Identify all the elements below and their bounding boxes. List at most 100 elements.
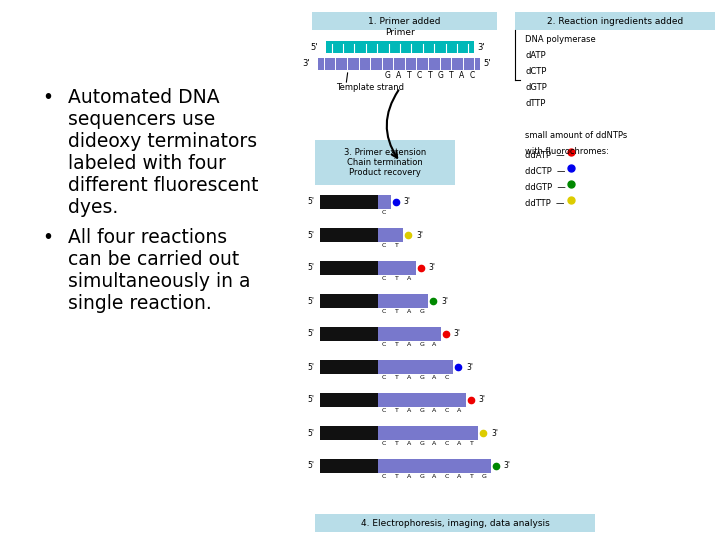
Text: 5': 5' (307, 395, 314, 404)
Text: T: T (449, 71, 454, 80)
Bar (318, 58, 480, 70)
Bar (320, 294, 378, 308)
Text: A: A (407, 441, 411, 446)
Text: •: • (42, 228, 53, 247)
Text: 5': 5' (310, 43, 318, 51)
Text: C: C (444, 474, 449, 479)
Text: simultaneously in a: simultaneously in a (68, 272, 251, 291)
Text: 5': 5' (307, 264, 314, 273)
Text: 4. Electrophoresis, imaging, data analysis: 4. Electrophoresis, imaging, data analys… (361, 518, 549, 528)
Text: A: A (407, 309, 411, 314)
Text: 3': 3' (428, 264, 436, 273)
Text: C: C (444, 408, 449, 413)
Text: 5': 5' (307, 462, 314, 470)
Text: G: G (419, 375, 424, 380)
Bar (320, 327, 378, 341)
Text: 3': 3' (454, 329, 461, 339)
Text: dCTP: dCTP (525, 67, 546, 76)
Text: dyes.: dyes. (68, 198, 118, 217)
Text: T: T (470, 441, 474, 446)
Text: C: C (382, 375, 387, 380)
Text: 3': 3' (302, 59, 310, 69)
Text: DNA polymerase: DNA polymerase (525, 35, 595, 44)
Text: A: A (457, 474, 462, 479)
Text: G: G (419, 441, 424, 446)
Text: 1. Primer added: 1. Primer added (368, 17, 441, 25)
Text: 5': 5' (307, 296, 314, 306)
Text: All four reactions: All four reactions (68, 228, 227, 247)
Text: 5': 5' (307, 329, 314, 339)
Text: A: A (432, 342, 436, 347)
Text: G: G (385, 71, 391, 80)
Bar (378, 261, 415, 275)
Text: G: G (419, 408, 424, 413)
Text: A: A (407, 375, 411, 380)
Text: A: A (432, 474, 436, 479)
Text: 5': 5' (307, 198, 314, 206)
Text: with fluorochromes:: with fluorochromes: (525, 147, 609, 156)
Text: labeled with four: labeled with four (68, 154, 226, 173)
Text: T: T (407, 71, 411, 80)
Bar (320, 426, 378, 440)
Text: Primer: Primer (385, 28, 415, 37)
Text: dTTP: dTTP (525, 99, 545, 108)
Bar (378, 195, 390, 209)
Bar (378, 228, 403, 242)
Text: A: A (457, 408, 462, 413)
Text: different fluorescent: different fluorescent (68, 176, 258, 195)
Bar (320, 261, 378, 275)
Text: T: T (395, 441, 399, 446)
Text: C: C (382, 210, 387, 215)
Bar (326, 41, 474, 53)
Text: T: T (395, 276, 399, 281)
Text: dATP: dATP (525, 51, 546, 60)
Text: C: C (382, 243, 387, 248)
Text: G: G (438, 71, 444, 80)
Text: C: C (444, 375, 449, 380)
Text: dideoxy terminators: dideoxy terminators (68, 132, 257, 151)
Text: Template strand: Template strand (336, 83, 404, 92)
Bar (320, 459, 378, 473)
Text: T: T (395, 375, 399, 380)
Text: C: C (444, 441, 449, 446)
Bar (320, 360, 378, 374)
Text: G: G (419, 309, 424, 314)
Text: single reaction.: single reaction. (68, 294, 212, 313)
Bar (315, 140, 455, 185)
Text: sequencers use: sequencers use (68, 110, 215, 129)
Text: 3. Primer extension
Chain termination
Product recovery: 3. Primer extension Chain termination Pr… (344, 147, 426, 178)
Text: T: T (428, 71, 432, 80)
Text: A: A (407, 276, 411, 281)
Text: 3': 3' (466, 362, 473, 372)
Text: A: A (407, 342, 411, 347)
Text: C: C (469, 71, 474, 80)
Text: A: A (407, 474, 411, 479)
Text: 3': 3' (441, 296, 448, 306)
Text: 2. Reaction ingredients added: 2. Reaction ingredients added (547, 17, 683, 25)
Text: C: C (382, 276, 387, 281)
Text: A: A (459, 71, 464, 80)
Text: 3': 3' (403, 198, 410, 206)
Text: small amount of ddNTPs: small amount of ddNTPs (525, 131, 627, 140)
Bar (378, 327, 441, 341)
Text: 3': 3' (491, 429, 498, 437)
Text: T: T (395, 243, 399, 248)
Text: C: C (382, 441, 387, 446)
Text: A: A (407, 408, 411, 413)
Bar (315, 514, 595, 532)
Text: C: C (382, 408, 387, 413)
Text: G: G (482, 474, 487, 479)
Text: 5': 5' (307, 231, 314, 240)
Text: C: C (382, 474, 387, 479)
Text: T: T (395, 408, 399, 413)
Text: A: A (432, 408, 436, 413)
Bar (378, 426, 478, 440)
Text: C: C (382, 342, 387, 347)
Text: 3': 3' (477, 43, 485, 51)
Text: C: C (382, 309, 387, 314)
Text: •: • (42, 88, 53, 107)
Bar (515, 12, 715, 30)
Text: 5': 5' (483, 59, 490, 69)
Text: 3': 3' (503, 462, 510, 470)
Bar (320, 228, 378, 242)
